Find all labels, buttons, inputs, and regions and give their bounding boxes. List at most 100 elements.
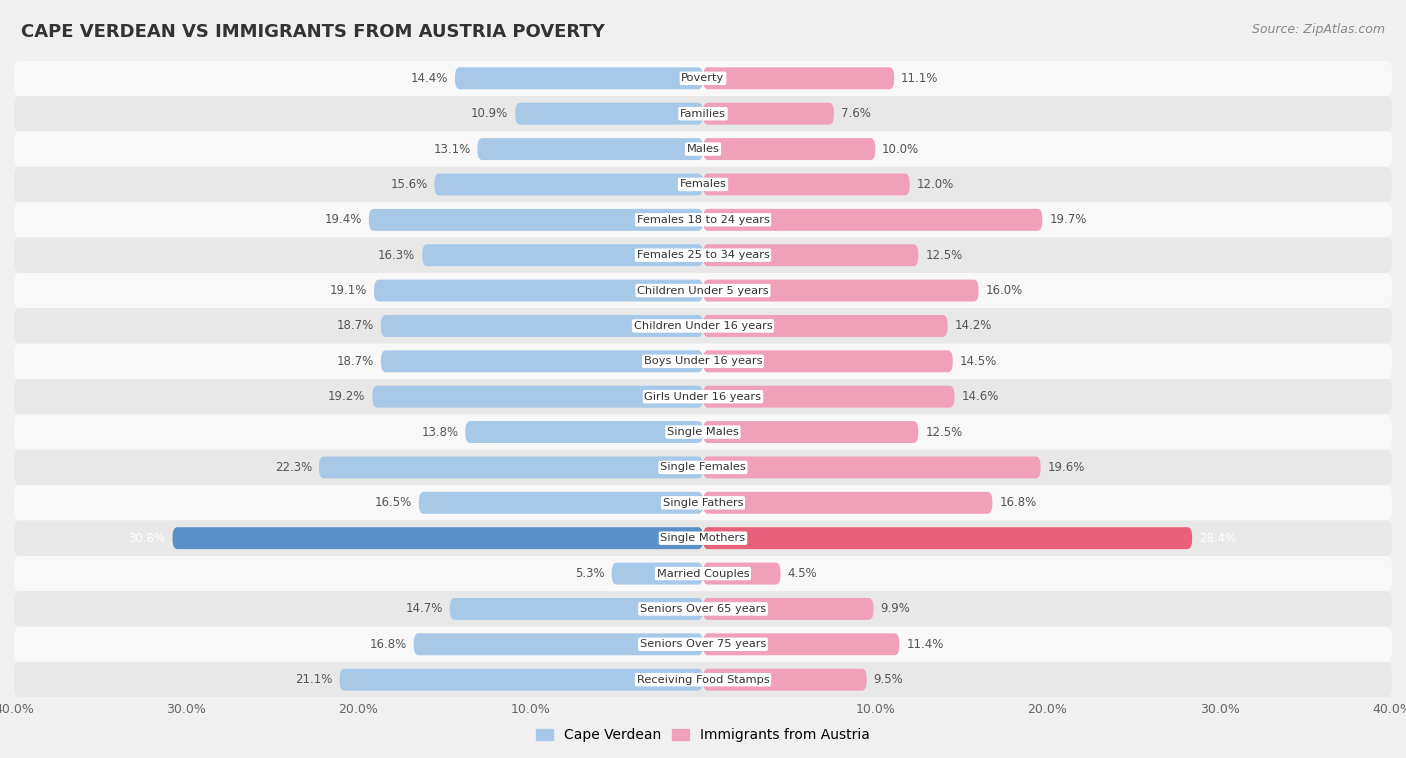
FancyBboxPatch shape	[413, 634, 703, 655]
FancyBboxPatch shape	[422, 244, 703, 266]
Text: Single Mothers: Single Mothers	[661, 533, 745, 543]
FancyBboxPatch shape	[703, 350, 953, 372]
Text: 19.4%: 19.4%	[325, 213, 361, 227]
Text: 14.4%: 14.4%	[411, 72, 449, 85]
FancyBboxPatch shape	[703, 244, 918, 266]
FancyBboxPatch shape	[368, 209, 703, 230]
Text: 16.8%: 16.8%	[1000, 496, 1036, 509]
Text: 30.8%: 30.8%	[128, 531, 166, 545]
Text: 19.2%: 19.2%	[328, 390, 366, 403]
FancyBboxPatch shape	[703, 103, 834, 124]
Text: 19.1%: 19.1%	[330, 284, 367, 297]
Text: 14.5%: 14.5%	[960, 355, 997, 368]
FancyBboxPatch shape	[14, 237, 1392, 273]
FancyBboxPatch shape	[703, 386, 955, 408]
Text: 5.3%: 5.3%	[575, 567, 605, 580]
Legend: Cape Verdean, Immigrants from Austria: Cape Verdean, Immigrants from Austria	[530, 722, 876, 747]
FancyBboxPatch shape	[703, 209, 1042, 230]
Text: Single Males: Single Males	[666, 427, 740, 437]
Text: 11.4%: 11.4%	[907, 637, 943, 651]
Text: Poverty: Poverty	[682, 74, 724, 83]
FancyBboxPatch shape	[465, 421, 703, 443]
FancyBboxPatch shape	[703, 598, 873, 620]
FancyBboxPatch shape	[14, 485, 1392, 521]
FancyBboxPatch shape	[14, 167, 1392, 202]
FancyBboxPatch shape	[703, 280, 979, 302]
FancyBboxPatch shape	[14, 591, 1392, 627]
FancyBboxPatch shape	[381, 350, 703, 372]
FancyBboxPatch shape	[703, 138, 875, 160]
FancyBboxPatch shape	[14, 662, 1392, 697]
FancyBboxPatch shape	[478, 138, 703, 160]
FancyBboxPatch shape	[515, 103, 703, 124]
FancyBboxPatch shape	[14, 521, 1392, 556]
FancyBboxPatch shape	[374, 280, 703, 302]
Text: Single Fathers: Single Fathers	[662, 498, 744, 508]
FancyBboxPatch shape	[419, 492, 703, 514]
Text: 10.0%: 10.0%	[882, 143, 920, 155]
Text: Married Couples: Married Couples	[657, 568, 749, 578]
Text: 12.0%: 12.0%	[917, 178, 953, 191]
Text: Seniors Over 65 years: Seniors Over 65 years	[640, 604, 766, 614]
FancyBboxPatch shape	[14, 61, 1392, 96]
FancyBboxPatch shape	[612, 562, 703, 584]
Text: Children Under 16 years: Children Under 16 years	[634, 321, 772, 331]
FancyBboxPatch shape	[14, 449, 1392, 485]
Text: 14.6%: 14.6%	[962, 390, 998, 403]
Text: 10.9%: 10.9%	[471, 107, 509, 121]
FancyBboxPatch shape	[703, 634, 900, 655]
Text: 14.7%: 14.7%	[405, 603, 443, 615]
FancyBboxPatch shape	[434, 174, 703, 196]
FancyBboxPatch shape	[703, 421, 918, 443]
FancyBboxPatch shape	[703, 528, 1192, 549]
Text: Children Under 5 years: Children Under 5 years	[637, 286, 769, 296]
Text: 16.0%: 16.0%	[986, 284, 1022, 297]
Text: 16.8%: 16.8%	[370, 637, 406, 651]
Text: 13.1%: 13.1%	[433, 143, 471, 155]
Text: 12.5%: 12.5%	[925, 425, 963, 439]
Text: Females 18 to 24 years: Females 18 to 24 years	[637, 215, 769, 225]
Text: Females: Females	[679, 180, 727, 190]
FancyBboxPatch shape	[14, 556, 1392, 591]
Text: 28.4%: 28.4%	[1199, 531, 1236, 545]
FancyBboxPatch shape	[319, 456, 703, 478]
Text: Single Females: Single Females	[661, 462, 745, 472]
Text: Families: Families	[681, 108, 725, 119]
Text: Females 25 to 34 years: Females 25 to 34 years	[637, 250, 769, 260]
Text: 9.9%: 9.9%	[880, 603, 910, 615]
FancyBboxPatch shape	[381, 315, 703, 337]
Text: Seniors Over 75 years: Seniors Over 75 years	[640, 639, 766, 650]
FancyBboxPatch shape	[14, 627, 1392, 662]
FancyBboxPatch shape	[703, 67, 894, 89]
FancyBboxPatch shape	[14, 273, 1392, 309]
Text: 13.8%: 13.8%	[422, 425, 458, 439]
FancyBboxPatch shape	[450, 598, 703, 620]
FancyBboxPatch shape	[703, 669, 866, 691]
FancyBboxPatch shape	[340, 669, 703, 691]
Text: Girls Under 16 years: Girls Under 16 years	[644, 392, 762, 402]
FancyBboxPatch shape	[173, 528, 703, 549]
FancyBboxPatch shape	[14, 343, 1392, 379]
FancyBboxPatch shape	[14, 131, 1392, 167]
Text: 18.7%: 18.7%	[337, 355, 374, 368]
Text: 18.7%: 18.7%	[337, 319, 374, 333]
FancyBboxPatch shape	[703, 492, 993, 514]
FancyBboxPatch shape	[703, 456, 1040, 478]
Text: 7.6%: 7.6%	[841, 107, 870, 121]
FancyBboxPatch shape	[14, 379, 1392, 415]
Text: 21.1%: 21.1%	[295, 673, 333, 686]
FancyBboxPatch shape	[14, 202, 1392, 237]
Text: 22.3%: 22.3%	[274, 461, 312, 474]
FancyBboxPatch shape	[14, 415, 1392, 449]
Text: 16.5%: 16.5%	[374, 496, 412, 509]
Text: 19.7%: 19.7%	[1049, 213, 1087, 227]
Text: 9.5%: 9.5%	[873, 673, 903, 686]
FancyBboxPatch shape	[14, 309, 1392, 343]
Text: Source: ZipAtlas.com: Source: ZipAtlas.com	[1251, 23, 1385, 36]
Text: Boys Under 16 years: Boys Under 16 years	[644, 356, 762, 366]
Text: 11.1%: 11.1%	[901, 72, 938, 85]
FancyBboxPatch shape	[703, 562, 780, 584]
FancyBboxPatch shape	[373, 386, 703, 408]
Text: 19.6%: 19.6%	[1047, 461, 1085, 474]
Text: Males: Males	[686, 144, 720, 154]
